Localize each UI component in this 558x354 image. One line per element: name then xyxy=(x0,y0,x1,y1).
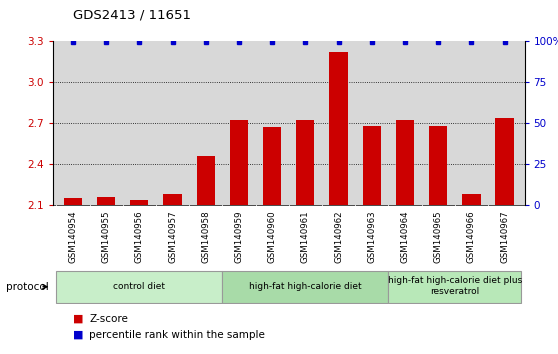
Text: ■: ■ xyxy=(73,330,83,339)
Bar xyxy=(429,126,448,205)
Text: GSM140956: GSM140956 xyxy=(135,211,144,263)
Bar xyxy=(130,200,148,205)
Bar xyxy=(64,199,82,205)
Bar xyxy=(329,52,348,205)
Text: GSM140964: GSM140964 xyxy=(401,211,410,263)
Text: percentile rank within the sample: percentile rank within the sample xyxy=(89,330,265,339)
Text: GSM140966: GSM140966 xyxy=(467,211,476,263)
Text: GSM140967: GSM140967 xyxy=(500,211,509,263)
Text: GSM140954: GSM140954 xyxy=(69,211,78,263)
Text: ■: ■ xyxy=(73,314,83,324)
FancyBboxPatch shape xyxy=(56,271,222,303)
Text: GDS2413 / 11651: GDS2413 / 11651 xyxy=(73,9,190,22)
Text: GSM140955: GSM140955 xyxy=(102,211,110,263)
Text: high-fat high-calorie diet: high-fat high-calorie diet xyxy=(249,281,362,291)
Bar xyxy=(363,126,381,205)
Text: Z-score: Z-score xyxy=(89,314,128,324)
Bar xyxy=(263,127,281,205)
Bar xyxy=(296,120,315,205)
Text: GSM140962: GSM140962 xyxy=(334,211,343,263)
Text: GSM140960: GSM140960 xyxy=(268,211,277,263)
FancyBboxPatch shape xyxy=(222,271,388,303)
Text: GSM140957: GSM140957 xyxy=(168,211,177,263)
Text: GSM140963: GSM140963 xyxy=(367,211,376,263)
Text: high-fat high-calorie diet plus
resveratrol: high-fat high-calorie diet plus resverat… xyxy=(388,276,522,296)
Text: control diet: control diet xyxy=(113,281,165,291)
Bar xyxy=(462,194,480,205)
Text: GSM140959: GSM140959 xyxy=(234,211,243,263)
Bar xyxy=(230,120,248,205)
Text: protocol: protocol xyxy=(6,282,49,292)
Text: GSM140958: GSM140958 xyxy=(201,211,210,263)
FancyBboxPatch shape xyxy=(388,271,521,303)
Bar xyxy=(196,156,215,205)
Bar xyxy=(97,197,116,205)
Text: GSM140961: GSM140961 xyxy=(301,211,310,263)
Bar xyxy=(496,118,514,205)
Bar xyxy=(163,194,182,205)
Bar xyxy=(396,120,414,205)
Text: GSM140965: GSM140965 xyxy=(434,211,442,263)
